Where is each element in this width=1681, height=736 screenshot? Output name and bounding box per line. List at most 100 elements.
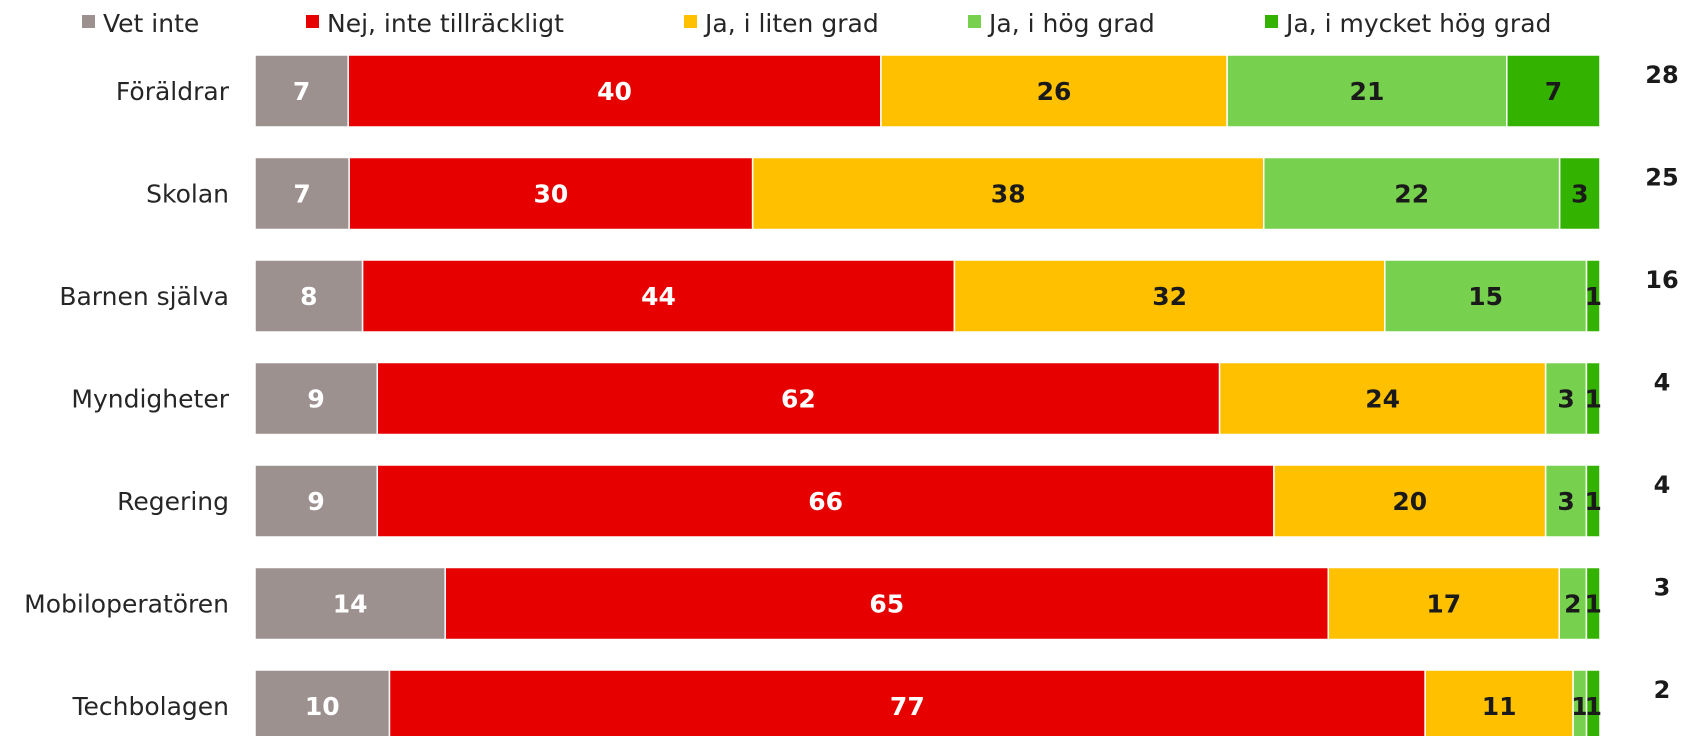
legend: Vet inte Nej, inte tillräckligt Ja, i lite… (82, 9, 1551, 38)
legend-swatch (1265, 15, 1278, 28)
bar-segment-ja-i-mycket-hog-grad (1585, 669, 1601, 736)
bar-segment-vet-inte (254, 54, 349, 128)
legend-swatch (684, 15, 697, 28)
bar-segment-ja-i-mycket-hog-grad (1585, 464, 1601, 538)
bars: 7 40 26 21 77 30 38 22 38 44 32 15 19 62 24 3 19 66 20 3 114… (254, 54, 1602, 736)
bar-segment-ja-i-hog-grad (1263, 156, 1561, 231)
bar-segment-ja-i-liten-grad (1273, 464, 1547, 538)
data-label: 66 (808, 487, 843, 516)
data-label: 1 (1585, 692, 1602, 721)
category-label-mobiloperatoren: Mobiloperatören (24, 590, 229, 619)
bar-segment-vet-inte (254, 566, 446, 641)
bar-segment-ja-i-mycket-hog-grad (1585, 259, 1601, 333)
category-label-foraldrar: Föräldrar (116, 77, 230, 106)
bar-segment-ja-i-liten-grad (880, 54, 1228, 128)
data-label: 9 (307, 487, 324, 516)
bar-row-skolan: 7 30 38 22 3 (254, 156, 1601, 231)
row-total-foraldrar: 28 (1645, 61, 1678, 89)
bar-segment-ja-i-liten-grad (1424, 669, 1574, 736)
data-label: 32 (1152, 282, 1187, 311)
bar-segment-ja-i-mycket-hog-grad (1506, 54, 1601, 128)
data-label: 7 (1545, 77, 1562, 106)
data-label: 15 (1468, 282, 1503, 311)
data-label: 3 (1571, 180, 1588, 209)
legend-label: Nej, inte tillräckligt (327, 9, 564, 38)
data-label: 7 (293, 180, 310, 209)
legend-swatch (968, 15, 981, 28)
bar-segment-nej-inte-tillrackligt (444, 566, 1330, 641)
row-total-barnen-sjalva: 16 (1645, 266, 1678, 294)
bar-row-mobiloperatoren: 14 65 17 2 1 (254, 566, 1602, 641)
data-label: 3 (1557, 487, 1574, 516)
data-label: 1 (1571, 692, 1588, 721)
bar-segment-ja-i-liten-grad (953, 259, 1386, 333)
data-label: 77 (890, 692, 925, 721)
bar-segment-nej-inte-tillrackligt (347, 54, 882, 128)
row-total-techbolagen: 2 (1654, 676, 1671, 704)
data-label: 62 (781, 385, 816, 414)
legend-item-ja-i-mycket-hog-grad: Ja, i mycket hög grad (1265, 9, 1551, 38)
category-axis-labels: Föräldrar Skolan Barnen själva Myndigheter R… (24, 77, 230, 721)
data-label: 1 (1585, 487, 1602, 516)
data-label: 38 (991, 180, 1026, 209)
legend-label: Ja, i liten grad (703, 9, 879, 38)
bar-segment-vet-inte (254, 361, 379, 436)
data-label: 65 (869, 590, 904, 619)
data-label: 9 (307, 385, 324, 414)
category-label-barnen-sjalva: Barnen själva (59, 282, 229, 311)
data-label: 24 (1365, 385, 1400, 414)
legend-item-nej-inte-tillrackligt: Nej, inte tillräckligt (306, 9, 564, 38)
data-label: 20 (1392, 487, 1427, 516)
data-label: 26 (1037, 77, 1072, 106)
legend-swatch (306, 15, 319, 28)
legend-label: Vet inte (103, 9, 199, 38)
bar-segment-ja-i-liten-grad (751, 156, 1265, 231)
bar-row-foraldrar: 7 40 26 21 7 (254, 54, 1601, 128)
bar-segment-nej-inte-tillrackligt (361, 259, 956, 333)
row-total-mobiloperatoren: 3 (1654, 574, 1671, 602)
legend-item-ja-i-hog-grad: Ja, i hög grad (968, 9, 1155, 38)
data-label: 1 (1585, 385, 1602, 414)
data-label: 3 (1557, 385, 1574, 414)
data-label: 1 (1585, 282, 1602, 311)
data-label: 10 (305, 692, 340, 721)
data-label: 44 (641, 282, 676, 311)
data-label: 17 (1426, 590, 1461, 619)
row-totals: 28 25 16 4 4 3 2 (1645, 61, 1678, 704)
data-label: 2 (1564, 590, 1581, 619)
data-label: 30 (534, 180, 569, 209)
data-label: 14 (333, 590, 368, 619)
bar-segment-vet-inte (254, 156, 350, 231)
bar-segment-ja-i-hog-grad (1384, 259, 1588, 333)
bar-row-barnen-sjalva: 8 44 32 15 1 (254, 259, 1602, 333)
data-label: 40 (597, 77, 632, 106)
category-label-skolan: Skolan (146, 180, 229, 209)
bar-row-regering: 9 66 20 3 1 (254, 464, 1602, 538)
data-label: 11 (1482, 692, 1517, 721)
legend-item-ja-i-liten-grad: Ja, i liten grad (684, 9, 879, 38)
bar-row-techbolagen: 10 77 11 11 (254, 669, 1602, 736)
bar-segment-ja-i-liten-grad (1218, 361, 1547, 436)
legend-label: Ja, i hög grad (987, 9, 1155, 38)
bar-segment-nej-inte-tillrackligt (388, 669, 1426, 736)
data-label: 8 (300, 282, 317, 311)
bar-segment-nej-inte-tillrackligt (348, 156, 754, 231)
legend-swatch (82, 15, 95, 28)
category-label-regering: Regering (117, 487, 229, 516)
bar-segment-ja-i-mycket-hog-grad (1558, 156, 1601, 231)
legend-item-vet-inte: Vet inte (82, 9, 199, 38)
bar-segment-ja-i-liten-grad (1327, 566, 1560, 641)
bar-row-myndigheter: 9 62 24 3 1 (254, 361, 1602, 436)
category-label-myndigheter: Myndigheter (71, 385, 229, 414)
data-label: 21 (1350, 77, 1385, 106)
category-label-techbolagen: Techbolagen (71, 692, 229, 721)
bar-segment-vet-inte (254, 669, 391, 736)
row-total-regering: 4 (1654, 471, 1671, 499)
data-label: 7 (293, 77, 310, 106)
data-label: 22 (1394, 180, 1429, 209)
data-label: 1 (1585, 590, 1602, 619)
bar-segment-ja-i-mycket-hog-grad (1585, 361, 1601, 436)
bar-segment-ja-i-hog-grad (1544, 361, 1588, 436)
row-total-skolan: 25 (1645, 164, 1678, 192)
